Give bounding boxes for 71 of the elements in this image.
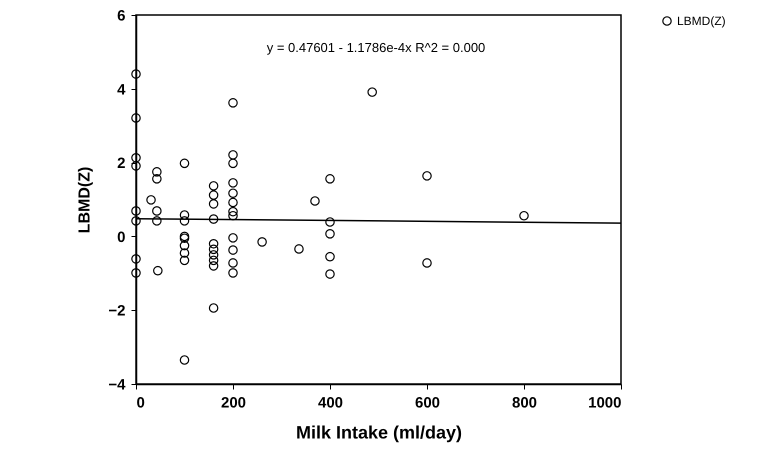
point — [208, 250, 218, 260]
x-tick-label: 1000 — [588, 394, 622, 412]
legend-label: LBMD(Z) — [677, 14, 726, 28]
point — [228, 150, 238, 160]
x-tick-label: 600 — [414, 394, 440, 412]
point — [228, 198, 238, 208]
point — [180, 210, 190, 220]
point — [325, 174, 335, 184]
point — [257, 237, 267, 247]
point — [152, 216, 162, 226]
point — [131, 254, 141, 264]
point — [208, 261, 218, 271]
x-tick-label: 800 — [512, 394, 538, 412]
point — [208, 181, 218, 191]
x-axis-title: Milk Intake (ml/day) — [296, 422, 462, 442]
point — [131, 206, 141, 216]
point — [228, 158, 238, 168]
annotation: y = 0.47601 - 1.1786e-4x R^2 = 0.000 — [266, 40, 486, 55]
point — [131, 69, 141, 79]
point — [152, 174, 162, 184]
y-tick-label: −2 — [108, 302, 126, 320]
point — [180, 248, 190, 258]
point — [146, 195, 156, 205]
point — [208, 214, 218, 224]
point — [519, 210, 529, 221]
point — [153, 266, 163, 276]
point — [294, 244, 304, 254]
point — [228, 233, 238, 243]
point — [422, 258, 432, 268]
y-tick-label: −4 — [108, 376, 126, 394]
point — [325, 269, 335, 279]
y-axis-title: LBMD(Z) — [76, 166, 94, 234]
point — [310, 196, 320, 206]
point — [131, 153, 141, 163]
point — [228, 178, 238, 188]
x-tick-label: 0 — [136, 394, 145, 412]
point — [325, 229, 335, 239]
y-tick-label: 0 — [117, 228, 126, 246]
point — [180, 355, 190, 365]
point — [152, 206, 162, 216]
point — [228, 210, 238, 221]
point — [180, 158, 190, 168]
point — [180, 216, 190, 226]
point — [325, 217, 335, 227]
point — [152, 167, 162, 177]
point — [228, 206, 238, 216]
x-tick-label: 400 — [318, 394, 344, 412]
point — [228, 98, 238, 108]
point — [208, 303, 218, 313]
point — [208, 190, 218, 200]
point — [180, 256, 190, 266]
point — [208, 199, 218, 209]
point — [228, 188, 238, 198]
point — [228, 245, 238, 255]
point — [228, 258, 238, 268]
point — [208, 244, 218, 254]
point — [131, 161, 141, 171]
point — [131, 268, 141, 278]
y-tick-label: 6 — [117, 8, 126, 24]
point — [131, 216, 141, 226]
point — [367, 87, 377, 97]
y-tick-label: 2 — [117, 155, 126, 172]
point — [208, 239, 218, 249]
point — [325, 252, 335, 262]
point — [228, 268, 238, 278]
point — [208, 256, 218, 266]
x-tick-label: 200 — [220, 394, 246, 412]
point — [180, 240, 190, 250]
point — [422, 171, 432, 181]
point — [131, 113, 141, 123]
y-tick-label: 4 — [117, 81, 126, 98]
